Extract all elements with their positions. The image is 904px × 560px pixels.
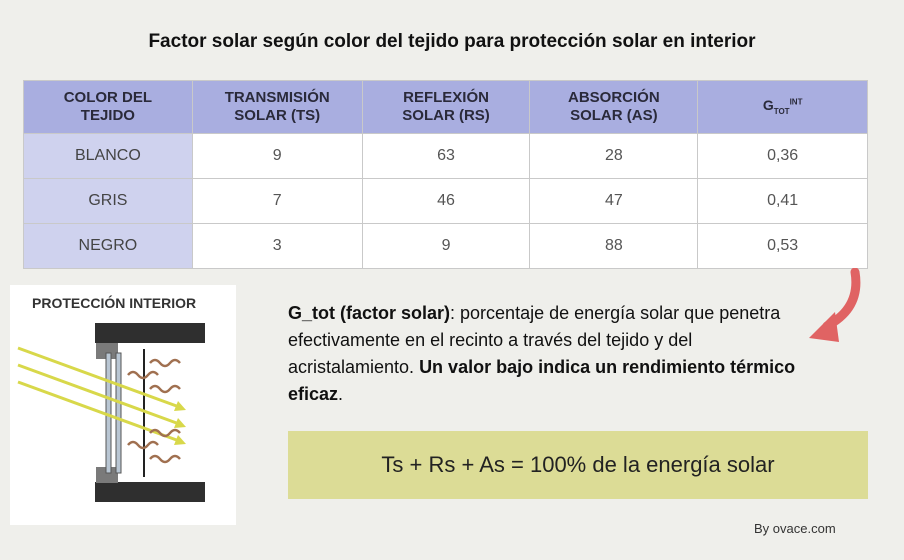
header-ts: TRANSMISIÓN SOLAR (TS) <box>191 80 363 134</box>
header-color: COLOR DEL TEJIDO <box>23 80 193 134</box>
cell-g: 0,41 <box>697 178 868 224</box>
header-as: ABSORCIÓN SOLAR (AS) <box>529 80 699 134</box>
row-color-label: GRIS <box>23 178 193 224</box>
credit: By ovace.com <box>754 521 836 536</box>
solar-factor-table: COLOR DEL TEJIDO TRANSMISIÓN SOLAR (TS) RE… <box>23 80 868 269</box>
table-row: NEGRO 3 9 88 0,53 <box>23 223 868 269</box>
description-text: : porcentaje de energía solar que penetr… <box>288 303 781 377</box>
description-end: . <box>338 384 344 404</box>
table-row: GRIS 7 46 47 0,41 <box>23 178 868 224</box>
g-tot-term: G_tot (factor solar) <box>288 303 451 323</box>
heat-waves <box>127 358 181 464</box>
cell-g: 0,53 <box>697 223 868 269</box>
table-row: BLANCO 9 63 28 0,36 <box>23 133 868 179</box>
table-header-row: COLOR DEL TEJIDO TRANSMISIÓN SOLAR (TS) RE… <box>23 80 868 134</box>
formula-text: Ts + Rs + As = 100% de la energía solar <box>381 452 775 477</box>
solar-rays <box>17 346 183 444</box>
row-color-label: NEGRO <box>23 223 193 269</box>
cell-g: 0,36 <box>697 133 868 179</box>
window-section-illustration <box>17 323 205 502</box>
interior-protection-diagram: PROTECCIÓN INTERIOR <box>10 285 236 525</box>
row-color-label: BLANCO <box>23 133 193 179</box>
cell-ts: 3 <box>191 223 363 269</box>
cell-as: 88 <box>529 223 699 269</box>
diagram-title: PROTECCIÓN INTERIOR <box>32 295 197 311</box>
cell-as: 47 <box>529 178 699 224</box>
curved-arrow-icon <box>809 268 861 342</box>
cell-as: 28 <box>529 133 699 179</box>
cell-ts: 7 <box>191 178 363 224</box>
header-g-tot-int: GTOTINT <box>697 80 868 134</box>
cell-rs: 63 <box>361 133 531 179</box>
header-rs: REFLEXIÓN SOLAR (RS) <box>361 80 531 134</box>
description-emphasis: Un valor bajo indica un rendimiento térm… <box>288 357 796 404</box>
cell-ts: 9 <box>191 133 363 179</box>
cell-rs: 46 <box>361 178 531 224</box>
wall-top <box>95 323 205 343</box>
frame-bottom <box>96 467 118 483</box>
g-tot-description: G_tot (factor solar): porcentaje de ener… <box>288 300 818 408</box>
glass-pane <box>115 352 122 474</box>
ray-arrowheads <box>174 401 186 445</box>
wall-bottom <box>95 482 205 502</box>
formula-box: Ts + Rs + As = 100% de la energía solar <box>288 431 868 499</box>
page-title: Factor solar según color del tejido para… <box>148 31 756 52</box>
frame-top <box>96 343 118 359</box>
cell-rs: 9 <box>361 223 531 269</box>
